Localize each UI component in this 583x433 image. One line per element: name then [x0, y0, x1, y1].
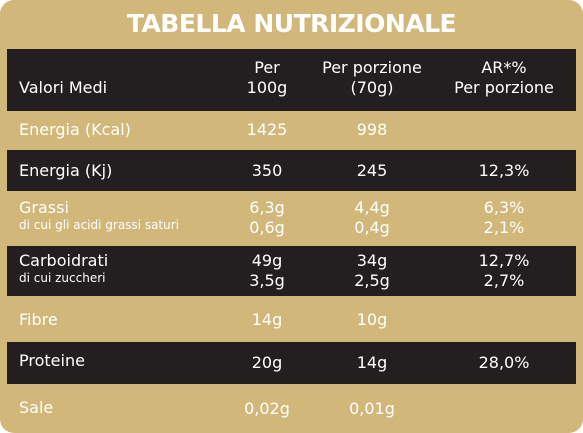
table-row: Energia (Kj) 350 245 12,3%	[7, 150, 576, 191]
value-per-100g: 14g	[251, 310, 283, 329]
value-per-100g: 49g 3,5g	[249, 251, 285, 290]
nutrient-subname: di cui zuccheri	[19, 271, 106, 285]
table-row: Energia (Kcal) 1425 998	[7, 111, 576, 149]
table-row: Proteine 20g 14g 28,0%	[7, 342, 576, 384]
nutrient-name: Proteine	[19, 351, 85, 370]
value-ar: 28,0%	[478, 353, 530, 372]
value-ar: 12,3%	[478, 161, 530, 180]
table-title: TABELLA NUTRIZIONALE	[126, 9, 457, 38]
value-per-100g: 0,02g	[244, 399, 290, 418]
header-ar-percent: AR*% Per porzione	[454, 58, 554, 97]
nutrient-name: Carboidrati di cui zuccheri	[19, 251, 109, 285]
nutrient-name: Sale	[19, 398, 54, 417]
value-per-100g: 6,3g 0,6g	[249, 198, 285, 237]
value-per-portion: 10g	[356, 310, 388, 329]
value-per-portion: 0,01g	[349, 399, 395, 418]
table-row: Carboidrati di cui zuccheri 49g 3,5g 34g 2…	[7, 246, 576, 296]
value-per-portion: 14g	[356, 353, 388, 372]
value-ar: 6,3% 2,1%	[483, 198, 525, 237]
value-per-100g: 350	[251, 161, 283, 180]
header-per-porzione: Per porzione (70g)	[322, 58, 422, 97]
value-per-100g: 20g	[251, 353, 283, 372]
nutrient-name: Grassi di cui gli acidi grassi saturi	[19, 198, 180, 232]
table-row: Grassi di cui gli acidi grassi saturi 6,…	[7, 192, 576, 245]
nutrient-subname: di cui gli acidi grassi saturi	[19, 218, 180, 232]
nutrient-name: Energia (Kcal)	[19, 120, 131, 139]
value-per-portion: 998	[356, 120, 388, 139]
table-row: Fibre 14g 10g	[7, 297, 576, 341]
header-per-100g: Per 100g	[246, 58, 288, 97]
value-per-portion: 245	[356, 161, 388, 180]
table-header-row: Valori Medi Per 100g Per porzione (70g) AR…	[7, 49, 576, 111]
value-per-portion: 34g 2,5g	[354, 251, 390, 290]
header-valori-medi: Valori Medi	[19, 78, 108, 97]
nutrient-name: Energia (Kj)	[19, 161, 113, 180]
value-ar: 12,7% 2,7%	[478, 251, 530, 290]
table-row: Sale 0,02g 0,01g	[7, 385, 576, 429]
value-per-100g: 1425	[246, 120, 288, 139]
value-per-portion: 4,4g 0,4g	[354, 198, 390, 237]
nutrient-name: Fibre	[19, 310, 58, 329]
